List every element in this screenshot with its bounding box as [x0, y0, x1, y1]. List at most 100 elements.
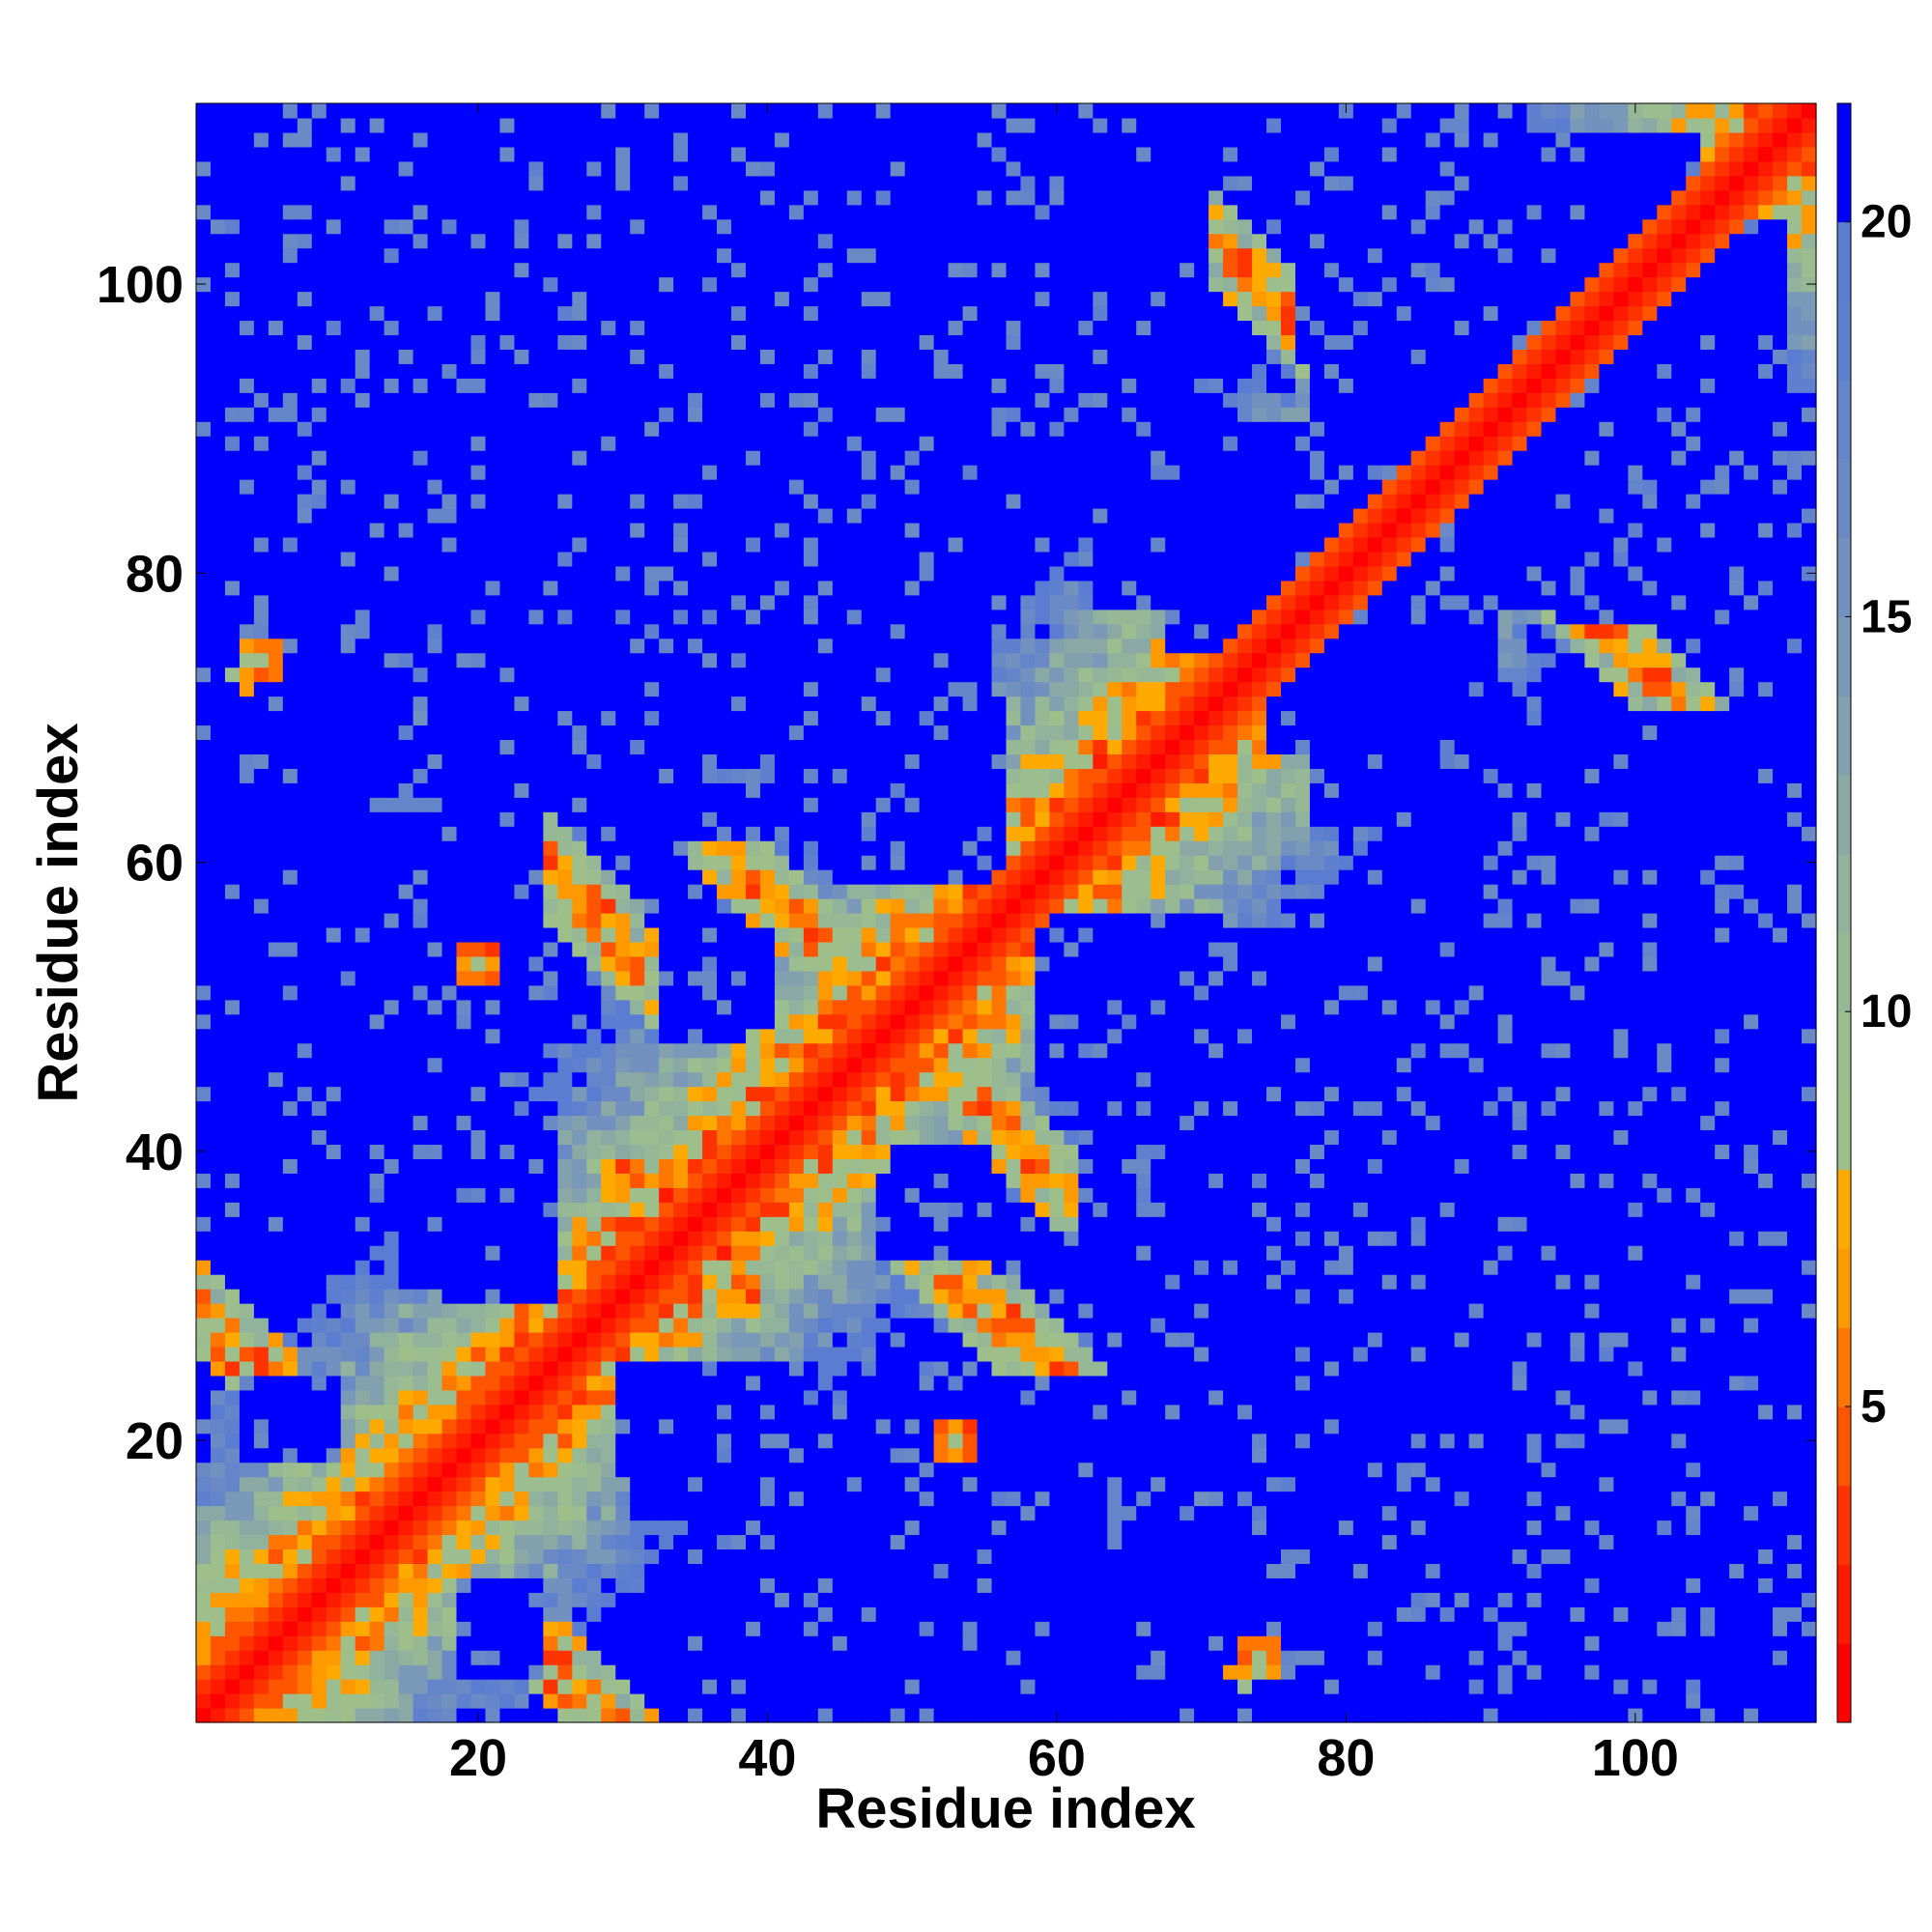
heatmap-cell: [224, 1086, 241, 1102]
heatmap-cell: [630, 1173, 645, 1188]
heatmap-cell: [788, 334, 805, 350]
heatmap-cell: [817, 1028, 834, 1044]
heatmap-cell: [572, 1606, 587, 1622]
heatmap-cell: [803, 826, 819, 841]
heatmap-cell: [456, 1318, 472, 1333]
heatmap-cell: [717, 753, 732, 769]
heatmap-cell: [253, 218, 270, 235]
heatmap-cell: [398, 1231, 414, 1246]
heatmap-cell: [427, 334, 443, 350]
heatmap-cell: [557, 233, 573, 249]
heatmap-cell: [499, 494, 516, 509]
heatmap-cell: [412, 1548, 429, 1564]
heatmap-cell: [717, 623, 732, 639]
heatmap-cell: [384, 508, 400, 524]
heatmap-cell: [239, 926, 255, 943]
heatmap-cell: [759, 131, 776, 148]
heatmap-cell: [644, 1404, 660, 1420]
heatmap-cell: [282, 247, 298, 264]
heatmap-cell: [557, 1534, 573, 1550]
heatmap-cell: [586, 247, 602, 264]
heatmap-cell: [369, 797, 385, 812]
heatmap-cell: [297, 320, 313, 336]
heatmap-cell: [282, 913, 298, 928]
heatmap-cell: [745, 522, 761, 538]
heatmap-cell: [673, 984, 689, 1001]
heatmap-cell: [543, 175, 558, 191]
heatmap-cell: [514, 1331, 529, 1348]
heatmap-cell: [717, 1621, 732, 1636]
heatmap-cell: [717, 1563, 732, 1578]
heatmap-cell: [355, 811, 371, 827]
heatmap-cell: [384, 1520, 400, 1536]
heatmap-cell: [615, 1274, 631, 1290]
heatmap-cell: [282, 1129, 298, 1146]
heatmap-cell: [586, 407, 602, 422]
heatmap-cell: [572, 1289, 587, 1304]
heatmap-cell: [485, 1100, 501, 1117]
heatmap-cell: [745, 1708, 761, 1723]
heatmap-cell: [788, 1231, 805, 1246]
heatmap-cell: [268, 146, 284, 162]
heatmap-cell: [731, 508, 747, 524]
heatmap-cell: [355, 623, 371, 639]
heatmap-cell: [543, 739, 558, 754]
heatmap-cell: [688, 1042, 703, 1059]
heatmap-cell: [326, 262, 342, 278]
heatmap-cell: [688, 1318, 703, 1333]
heatmap-cell: [832, 840, 848, 856]
heatmap-cell: [630, 1650, 645, 1665]
heatmap-cell: [384, 450, 400, 466]
heatmap-cell: [759, 204, 776, 220]
heatmap-cell: [817, 797, 834, 812]
heatmap-cell: [702, 1505, 718, 1521]
heatmap-cell: [774, 1534, 790, 1550]
heatmap-cell: [355, 1187, 371, 1203]
heatmap-cell: [586, 1447, 602, 1463]
heatmap-cell: [803, 204, 819, 220]
heatmap-cell: [224, 768, 241, 783]
heatmap-cell: [239, 782, 255, 798]
heatmap-cell: [441, 1650, 458, 1665]
heatmap-cell: [239, 1592, 255, 1607]
heatmap-cell: [615, 565, 631, 582]
heatmap-cell: [253, 1563, 270, 1578]
heatmap-cell: [514, 1621, 529, 1636]
heatmap-cell: [456, 1577, 472, 1593]
heatmap-cell: [673, 218, 689, 235]
heatmap-cell: [499, 580, 516, 596]
heatmap-cell: [485, 131, 501, 148]
heatmap-cell: [384, 1447, 400, 1463]
heatmap-cell: [210, 753, 226, 769]
heatmap-cell: [239, 898, 255, 914]
heatmap-cell: [717, 450, 732, 466]
heatmap-cell: [456, 1274, 472, 1290]
heatmap-cell: [557, 522, 573, 538]
heatmap-cell: [499, 999, 516, 1015]
heatmap-cell: [731, 1245, 747, 1261]
heatmap-cell: [210, 146, 226, 162]
heatmap-cell: [745, 1693, 761, 1709]
heatmap-cell: [803, 1389, 819, 1406]
heatmap-cell: [239, 1491, 255, 1507]
heatmap-cell: [196, 465, 212, 480]
heatmap-cell: [326, 1100, 342, 1117]
heatmap-cell: [514, 970, 529, 986]
heatmap-cell: [659, 1071, 674, 1088]
heatmap-cell: [239, 1331, 255, 1348]
heatmap-cell: [759, 580, 776, 596]
heatmap-cell: [326, 898, 342, 914]
heatmap-cell: [340, 580, 356, 596]
heatmap-cell: [774, 1389, 790, 1406]
heatmap-cell: [557, 1042, 573, 1059]
heatmap-cell: [441, 450, 458, 466]
heatmap-cell: [601, 739, 616, 754]
heatmap-cell: [239, 580, 255, 596]
heatmap-cell: [253, 1231, 270, 1246]
heatmap-cell: [557, 1303, 573, 1319]
heatmap-cell: [210, 494, 226, 509]
heatmap-cell: [586, 117, 602, 133]
heatmap-cell: [311, 1115, 327, 1131]
heatmap-cell: [268, 1389, 284, 1406]
heatmap-cell: [673, 1158, 689, 1174]
